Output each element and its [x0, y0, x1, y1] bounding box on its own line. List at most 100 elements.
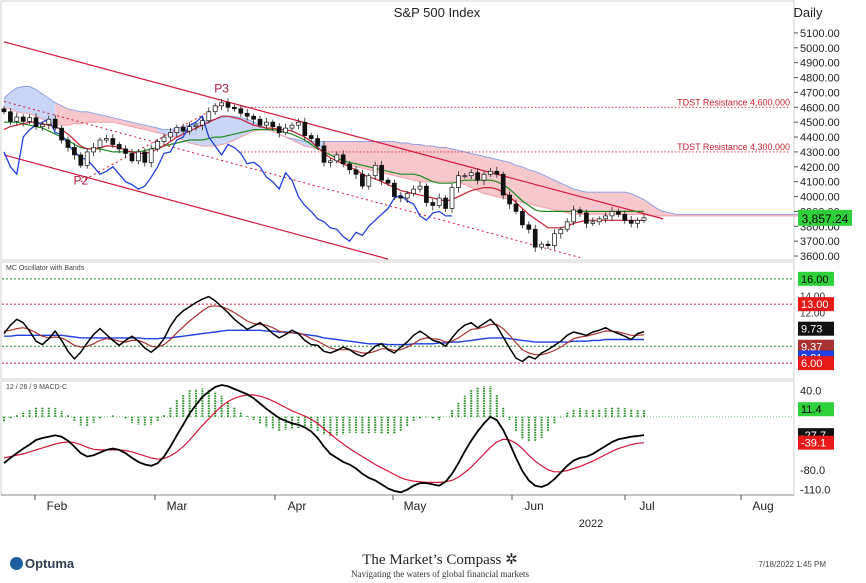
candle-body [142, 151, 148, 163]
candle-body [590, 221, 596, 224]
candle-body [296, 121, 301, 126]
candle-body [596, 218, 602, 223]
candle-body [347, 163, 352, 171]
candle-body [424, 185, 429, 203]
candle-body [411, 188, 416, 194]
candle-body [571, 209, 576, 223]
optuma-logo: Optuma [10, 556, 74, 571]
price-tick-label: 4100.00 [800, 177, 840, 189]
candle-body [219, 102, 224, 107]
channel-lower-line [3, 154, 389, 260]
candle-body [539, 243, 544, 248]
macd-value-label: 11.4 [801, 404, 822, 416]
price-tick-label: 4300.00 [800, 147, 840, 159]
candle-body [193, 124, 199, 127]
macd-value-badge [798, 435, 834, 450]
price-tick-label: 5000.00 [800, 43, 840, 55]
candle-body [430, 202, 436, 206]
candle-body [72, 147, 77, 156]
macd-title: 12 / 26 / 9 MACD-C [6, 384, 67, 391]
candle-body [449, 187, 455, 209]
candle-body [481, 173, 487, 181]
osc-value-label: 16.00 [801, 274, 829, 286]
price-tick-label: 4000.00 [800, 192, 840, 204]
candle-body [14, 116, 20, 122]
candle-body [564, 221, 570, 230]
last-price-badge [798, 209, 852, 226]
price-tick-label: 4500.00 [800, 117, 840, 129]
candle-body [187, 126, 192, 132]
candle-body [468, 172, 474, 177]
candle-body [174, 127, 180, 133]
candle-body [353, 169, 359, 175]
candle-body [84, 151, 90, 166]
candle-body [552, 233, 557, 246]
month-label: Jul [639, 499, 654, 513]
candle-body [616, 211, 621, 215]
price-tick-label: 4600.00 [800, 102, 840, 114]
osc-value-badge [798, 321, 834, 336]
candle-body [334, 154, 340, 162]
candle-body [577, 209, 583, 214]
price-tick-label: 3700.00 [800, 236, 840, 248]
year-label: 2022 [579, 518, 603, 530]
macd-axis-label: -80.0 [800, 465, 825, 477]
osc-line [3, 295, 645, 363]
candle-body [155, 141, 160, 150]
candle-body [283, 127, 288, 133]
last-price-label: 3,857.24 [802, 212, 849, 226]
candle-body [97, 139, 103, 148]
candle-body [513, 203, 519, 212]
candle-body [520, 211, 525, 226]
oscillator-title: MC Oscillator with Bands [6, 265, 85, 272]
price-tick-label: 4200.00 [800, 162, 840, 174]
osc-axis-label: 12.00 [800, 309, 825, 320]
candle-body [27, 117, 32, 122]
candle-body [584, 212, 589, 224]
candle-body [244, 112, 250, 117]
candle-body [404, 193, 410, 199]
candle-body [206, 111, 212, 122]
candle-body [225, 102, 231, 108]
candle-body [603, 215, 608, 220]
candle-body [289, 124, 295, 129]
candle-body [360, 173, 365, 187]
macd-value-badge [798, 402, 834, 417]
candle-body [475, 172, 480, 181]
osc-value-label: 6.00 [801, 358, 822, 370]
cloud-segment [55, 102, 158, 133]
candle-body [270, 121, 276, 127]
candle-body [462, 175, 468, 178]
brand-block: The Market’s Compass ✲ Navigating the wa… [340, 550, 540, 579]
price-tick-label: 4900.00 [800, 58, 840, 70]
oscillator-panel-frame [0, 261, 795, 380]
candle-body [212, 105, 218, 113]
osc-value-badge [798, 356, 834, 371]
candle-body [251, 115, 256, 120]
candle-body [315, 138, 320, 147]
candle-body [238, 108, 244, 114]
candle-body [379, 164, 384, 181]
channel-upper-line [3, 41, 664, 220]
candle-body [33, 117, 39, 127]
candle-body [232, 106, 237, 110]
candle-body [385, 179, 391, 184]
osc-value-label: 13.00 [801, 299, 829, 311]
osc-value-badge [798, 271, 834, 286]
candle-body [392, 182, 397, 197]
macd-line [3, 384, 645, 494]
candle-body [264, 121, 269, 126]
tdst-label: TDST Resistance 4,300.000 [677, 142, 790, 152]
candle-body [558, 228, 564, 235]
price-tick-label: 4800.00 [800, 73, 840, 85]
candle-body [257, 118, 263, 126]
compass-icon: ✲ [505, 552, 518, 568]
candle-body [526, 224, 532, 230]
candle-body [328, 160, 333, 163]
candle-body [302, 121, 308, 136]
macd-axis-label: -110.0 [800, 485, 830, 497]
candle-body [545, 243, 551, 246]
price-panel-frame [0, 0, 795, 261]
candle-body [500, 173, 506, 196]
